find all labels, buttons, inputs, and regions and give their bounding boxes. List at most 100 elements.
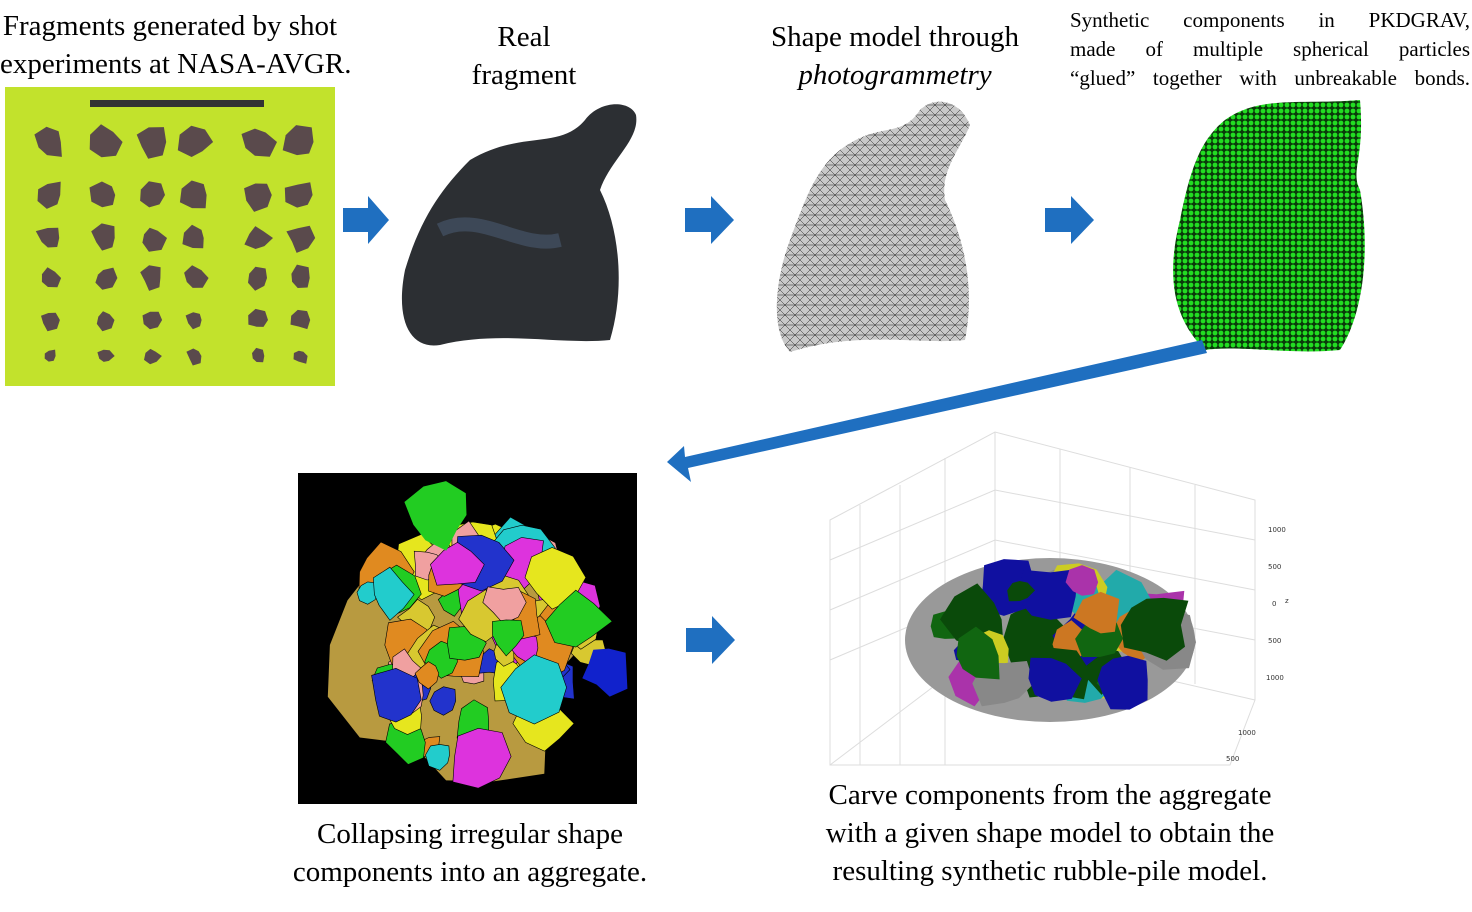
fragment <box>41 312 60 332</box>
fragment <box>290 309 311 330</box>
component <box>429 686 457 716</box>
caption-line: made of multiple spherical particles <box>1070 37 1470 61</box>
fragment <box>96 311 115 332</box>
scale-bar <box>90 100 264 107</box>
fragment <box>179 180 207 209</box>
fragment <box>136 127 167 159</box>
fragment <box>286 225 316 253</box>
component <box>1073 591 1120 634</box>
caption-line: Shape model through <box>770 21 1020 53</box>
component <box>404 481 467 551</box>
component <box>482 586 527 625</box>
fragment <box>186 348 202 366</box>
fragment <box>89 124 123 158</box>
caption-line: with a given shape model to obtain the <box>825 817 1275 849</box>
fragment <box>89 181 116 208</box>
arrow <box>686 616 735 664</box>
mesh-lines <box>776 101 970 352</box>
caption-line: Fragments generated by shot <box>2 10 338 42</box>
component <box>582 648 628 697</box>
fragment <box>284 182 313 208</box>
arrow <box>343 196 389 244</box>
component <box>956 626 1000 680</box>
arrows <box>343 196 1207 664</box>
component <box>425 744 450 771</box>
particle-model <box>1173 100 1365 352</box>
caption-line: photogrammetry <box>798 59 992 91</box>
z-tick-label: 0 <box>1272 600 1277 608</box>
fragment <box>241 128 277 157</box>
y-tick-label: 1000 <box>1238 729 1256 737</box>
component <box>1097 655 1148 710</box>
component <box>1028 657 1082 702</box>
fragment <box>142 311 163 330</box>
fragment <box>244 226 273 249</box>
caption-line: Carve components from the aggregate <box>828 779 1272 811</box>
component <box>1120 597 1189 661</box>
z-tick-label: 1000 <box>1268 526 1286 534</box>
caption-line: Synthetic components in PKDGRAV, <box>1070 8 1470 32</box>
particle-body <box>1173 100 1365 352</box>
component <box>452 727 512 789</box>
fragment <box>248 266 267 291</box>
caption-line: components into an aggregate. <box>292 856 648 888</box>
fragment <box>142 227 167 252</box>
z-axis-label: z <box>1285 597 1289 605</box>
component <box>492 619 525 657</box>
caption-line: “glued” together with unbreakable bonds. <box>1070 66 1470 90</box>
component <box>372 566 415 621</box>
aggregate <box>327 481 628 789</box>
component <box>371 667 422 723</box>
fragment <box>248 308 268 327</box>
fragment <box>140 181 165 208</box>
fragment-highlight <box>436 217 562 249</box>
caption: Shape model through photogrammetry <box>735 18 1055 94</box>
caption-line: Real <box>497 21 551 53</box>
component <box>414 661 440 690</box>
caption: Carve components from the aggregate with… <box>780 776 1320 890</box>
fragment <box>44 349 56 362</box>
fragment <box>37 181 61 209</box>
fragment <box>144 348 162 365</box>
z-tick-label: 1000 <box>1266 674 1284 682</box>
caption-line: experiments at NASA-AVGR. <box>0 48 352 80</box>
y-tick-label: 500 <box>1226 755 1240 763</box>
fragment <box>97 349 115 362</box>
fragment-grid <box>34 124 316 366</box>
caption: Synthetic components in PKDGRAV, made of… <box>1070 6 1470 93</box>
real-fragment <box>401 104 637 346</box>
z-tick-label: 500 <box>1268 563 1282 571</box>
photo-board <box>5 87 335 386</box>
fragment <box>291 264 310 288</box>
fragment <box>244 183 272 212</box>
caption-line: Collapsing irregular shape <box>316 818 624 850</box>
shape-model <box>776 101 970 352</box>
arrow <box>685 196 734 244</box>
long-arrow <box>667 340 1207 482</box>
component <box>500 654 567 725</box>
fragment <box>185 312 202 330</box>
caption-line: fragment <box>471 59 577 91</box>
fragment <box>35 227 60 248</box>
component <box>1015 568 1079 620</box>
component <box>1007 581 1035 602</box>
fragment <box>293 350 308 364</box>
component <box>430 542 485 586</box>
caption-line: resulting synthetic rubble-pile model. <box>832 855 1268 887</box>
fragment <box>41 267 62 288</box>
fragment <box>95 267 118 290</box>
fragment <box>91 223 115 251</box>
caption: Collapsing irregular shape components in… <box>260 815 680 891</box>
z-tick-label: 500 <box>1268 637 1282 645</box>
caption: Fragments generated by shot experiments … <box>0 7 352 83</box>
fragment <box>282 125 314 156</box>
fragment <box>140 265 161 291</box>
fragment <box>252 347 265 363</box>
caption: Real fragment <box>424 18 624 94</box>
rubble-components <box>930 559 1196 710</box>
fragment <box>34 126 62 157</box>
arrow <box>1045 196 1094 244</box>
fragment <box>182 224 204 249</box>
